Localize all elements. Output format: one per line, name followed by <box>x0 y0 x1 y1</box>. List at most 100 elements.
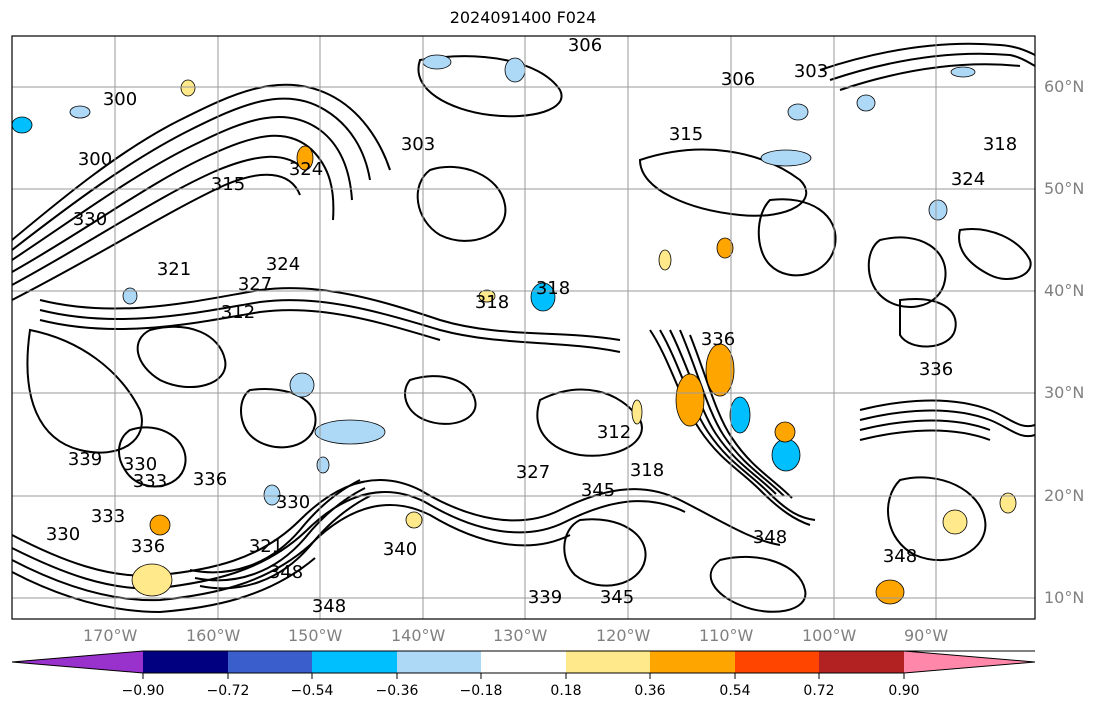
colorbar-tick-2: −0.54 <box>290 683 334 699</box>
colorbar-tick-6: 0.36 <box>634 683 666 699</box>
shaded-region-7 <box>787 103 809 121</box>
shaded-region-12 <box>716 237 734 259</box>
contour-line-31 <box>899 298 957 348</box>
colorbar-segment-0 <box>12 651 143 673</box>
contour-line-14 <box>194 487 366 582</box>
shaded-region-30 <box>405 511 423 529</box>
shaded-region-9 <box>856 94 876 112</box>
contour-line-34 <box>638 148 808 217</box>
contour-line-21 <box>859 399 1036 428</box>
contour-line-42 <box>709 555 807 613</box>
contour-label-7: 315 <box>211 174 245 195</box>
contour-label-0: 306 <box>568 35 602 56</box>
contour-line-12 <box>11 557 316 614</box>
contour-label-1: 303 <box>794 61 828 82</box>
shaded-region-13 <box>658 249 672 271</box>
contour-line-4 <box>11 155 306 286</box>
colorbar-segment-5 <box>481 651 566 673</box>
contour-line-43 <box>136 325 227 388</box>
colorbar-tick-4: −0.18 <box>459 683 503 699</box>
shaded-region-18 <box>774 421 796 443</box>
contour-label-23: 336 <box>193 469 227 490</box>
shaded-region-31 <box>316 456 330 474</box>
shaded-region-25 <box>942 509 968 535</box>
contour-label-10: 330 <box>73 209 107 230</box>
contour-line-37 <box>26 328 143 454</box>
colorbar-segment-3 <box>312 651 397 673</box>
colorbar-outline <box>11 650 1036 674</box>
contour-label-37: 336 <box>919 359 953 380</box>
shaded-region-6 <box>950 66 976 78</box>
contour-line-32 <box>958 228 1032 280</box>
contour-label-8: 324 <box>289 159 323 180</box>
colorbar-segment-4 <box>397 651 481 673</box>
contour-label-35: 348 <box>883 546 917 567</box>
shaded-region-15 <box>729 396 751 434</box>
contour-line-20 <box>689 334 793 499</box>
contour-line-16 <box>649 329 811 526</box>
shaded-region-20 <box>289 372 315 398</box>
contour-label-27: 333 <box>91 506 125 527</box>
contour-label-11: 321 <box>157 259 191 280</box>
shaded-region-22 <box>131 563 173 597</box>
shaded-region-4 <box>422 54 452 70</box>
shaded-region-23 <box>263 484 281 506</box>
contour-label-15: 318 <box>536 278 570 299</box>
contour-label-36: 321 <box>249 536 283 557</box>
contour-label-25: 339 <box>68 449 102 470</box>
contour-line-25 <box>819 42 1036 71</box>
colorbar-segment-10 <box>904 651 1035 673</box>
map-title: 2024091400 F024 <box>449 8 597 27</box>
colorbar-segment-1 <box>143 651 228 673</box>
colorbar-segment-6 <box>566 651 650 673</box>
contour-line-36 <box>240 388 317 449</box>
contour-line-22 <box>859 409 1036 438</box>
contour-label-17: 324 <box>951 169 985 190</box>
lat-label-2: 40°N <box>1044 281 1085 300</box>
contour-line-35 <box>404 375 477 425</box>
contour-line-2 <box>11 116 353 261</box>
contour-line-39 <box>887 476 987 561</box>
shaded-region-10 <box>530 282 556 312</box>
shaded-region-8 <box>760 149 812 167</box>
contour-label-26: 330 <box>46 524 80 545</box>
colorbar-tick-8: 0.72 <box>803 683 835 699</box>
colorbar-tick-5: 0.18 <box>550 683 582 699</box>
contour-label-2: 306 <box>721 69 755 90</box>
shaded-region-1 <box>69 105 91 119</box>
contour-label-32: 339 <box>528 587 562 608</box>
shaded-region-11 <box>478 289 496 303</box>
shaded-region-2 <box>296 145 314 171</box>
contour-label-22: 333 <box>133 471 167 492</box>
lon-label-4: 130°W <box>493 626 548 645</box>
colorbar-segment-7 <box>650 651 735 673</box>
contour-line-17 <box>659 329 816 521</box>
shaded-region-0 <box>11 116 33 134</box>
contour-line-7 <box>39 299 621 353</box>
shaded-region-27 <box>928 199 948 221</box>
colorbar-tick-3: −0.36 <box>375 683 419 699</box>
contour-line-8 <box>39 309 441 341</box>
shaded-regions <box>11 54 1017 605</box>
contour-label-21: 327 <box>516 462 550 483</box>
contour-line-15 <box>199 495 371 590</box>
contour-label-39: 340 <box>383 539 417 560</box>
contour-label-34: 348 <box>753 527 787 548</box>
contour-label-5: 303 <box>401 134 435 155</box>
contour-label-9: 318 <box>983 134 1017 155</box>
shaded-region-14 <box>705 343 735 397</box>
contour-line-41 <box>563 518 647 587</box>
contour-label-13: 324 <box>266 254 300 275</box>
contour-line-30 <box>867 236 947 308</box>
lat-label-4: 20°N <box>1044 486 1085 505</box>
contour-label-20: 318 <box>630 460 664 481</box>
contour-label-31: 348 <box>312 596 346 617</box>
lat-label-1: 50°N <box>1044 179 1085 198</box>
contour-line-3 <box>11 134 335 273</box>
contour-line-33 <box>417 55 563 118</box>
contour-label-24: 330 <box>123 454 157 475</box>
lon-label-7: 100°W <box>802 626 857 645</box>
contour-line-26 <box>829 52 1036 81</box>
shaded-region-17 <box>771 438 801 472</box>
